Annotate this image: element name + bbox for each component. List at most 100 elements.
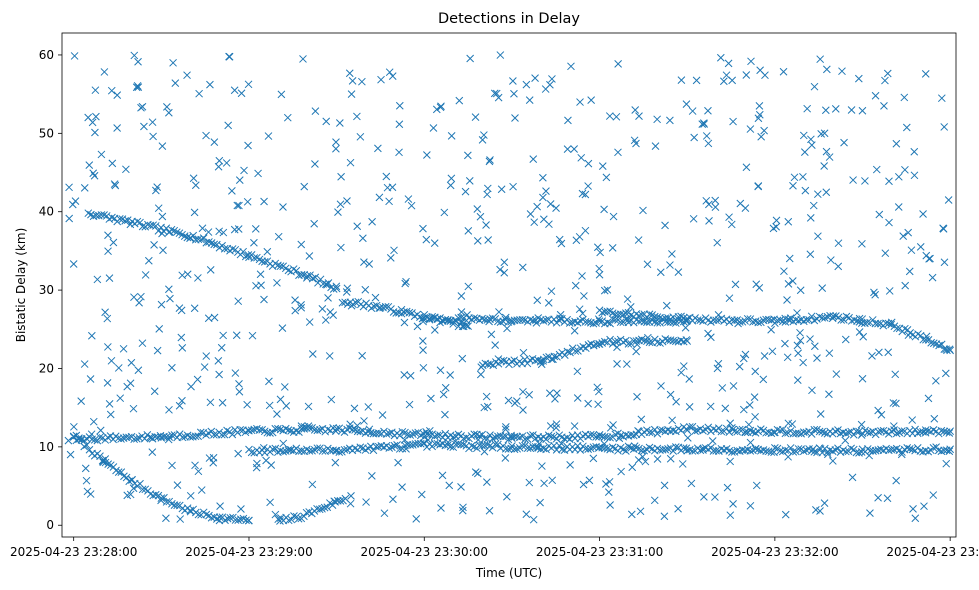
data-point bbox=[553, 389, 561, 397]
plot-frame bbox=[61, 32, 957, 538]
data-point bbox=[742, 163, 751, 172]
data-point bbox=[790, 173, 799, 182]
data-point bbox=[136, 218, 144, 227]
data-point bbox=[252, 281, 260, 290]
data-point bbox=[394, 458, 402, 467]
data-point bbox=[584, 182, 592, 190]
data-point bbox=[872, 165, 881, 174]
data-point bbox=[623, 295, 632, 303]
data-point bbox=[385, 444, 394, 452]
data-point bbox=[788, 277, 797, 285]
data-point bbox=[901, 324, 909, 333]
data-point bbox=[940, 258, 949, 267]
data-point bbox=[858, 374, 867, 383]
data-point bbox=[386, 253, 395, 262]
data-point bbox=[64, 436, 73, 445]
data-point bbox=[100, 211, 108, 219]
data-point bbox=[231, 369, 240, 377]
data-point bbox=[501, 313, 510, 322]
data-point bbox=[116, 394, 125, 403]
data-point bbox=[603, 318, 612, 327]
data-point bbox=[305, 318, 314, 326]
data-point bbox=[500, 268, 509, 277]
data-point bbox=[781, 446, 790, 454]
data-point bbox=[539, 317, 548, 325]
data-point bbox=[510, 89, 518, 98]
data-point bbox=[636, 507, 645, 516]
data-point bbox=[308, 350, 317, 358]
x-tick-label: 2025-04-23 23:28:00 bbox=[10, 545, 137, 559]
data-point bbox=[746, 501, 755, 510]
data-point bbox=[842, 447, 850, 456]
data-point bbox=[812, 506, 820, 514]
data-point bbox=[206, 398, 215, 407]
data-point bbox=[348, 77, 357, 85]
data-point bbox=[395, 445, 404, 453]
data-point bbox=[104, 231, 112, 240]
data-point bbox=[509, 182, 517, 191]
data-point bbox=[885, 218, 893, 227]
data-point bbox=[273, 410, 281, 418]
data-point bbox=[463, 311, 471, 319]
data-point bbox=[244, 80, 253, 89]
data-point bbox=[942, 345, 950, 354]
data-point bbox=[837, 316, 846, 324]
data-point bbox=[304, 422, 313, 430]
data-point bbox=[251, 225, 260, 233]
data-point bbox=[513, 444, 522, 453]
data-point bbox=[411, 429, 420, 437]
data-point bbox=[545, 389, 554, 398]
data-point bbox=[566, 348, 574, 357]
data-point bbox=[340, 445, 349, 454]
data-point bbox=[172, 228, 181, 237]
data-point bbox=[614, 148, 622, 157]
data-point bbox=[482, 221, 490, 229]
data-point bbox=[297, 300, 305, 309]
data-point bbox=[641, 457, 650, 466]
data-point bbox=[409, 441, 417, 449]
data-point bbox=[82, 476, 91, 485]
data-point bbox=[518, 263, 527, 272]
data-point bbox=[521, 435, 529, 444]
data-point bbox=[942, 459, 951, 468]
data-point bbox=[365, 260, 374, 268]
data-point bbox=[854, 74, 863, 83]
data-point bbox=[584, 318, 593, 326]
data-point bbox=[573, 394, 582, 402]
data-point bbox=[822, 147, 831, 156]
y-axis-title: Bistatic Delay (km) bbox=[14, 228, 28, 343]
data-point bbox=[857, 319, 866, 328]
data-point bbox=[210, 240, 219, 249]
data-point bbox=[236, 426, 245, 434]
data-point bbox=[594, 400, 602, 409]
data-point bbox=[781, 314, 790, 323]
data-point bbox=[679, 444, 688, 452]
data-point bbox=[446, 371, 455, 379]
data-point bbox=[510, 356, 519, 365]
data-point bbox=[280, 383, 289, 391]
data-point bbox=[548, 75, 556, 83]
data-point bbox=[751, 367, 760, 376]
data-point bbox=[259, 443, 268, 452]
data-point bbox=[504, 396, 513, 405]
data-point bbox=[165, 108, 173, 117]
data-point bbox=[635, 311, 643, 320]
data-point bbox=[89, 417, 98, 426]
data-point bbox=[893, 324, 901, 333]
data-point bbox=[678, 460, 687, 468]
data-point bbox=[484, 236, 493, 244]
data-point bbox=[395, 148, 403, 157]
data-point bbox=[705, 200, 713, 209]
data-point bbox=[809, 201, 818, 210]
data-point bbox=[756, 425, 765, 433]
data-point bbox=[892, 139, 901, 148]
data-point bbox=[702, 196, 711, 205]
data-point bbox=[437, 504, 445, 512]
data-point bbox=[546, 200, 555, 208]
data-point bbox=[794, 445, 803, 453]
data-point bbox=[548, 476, 557, 485]
data-point bbox=[483, 184, 492, 193]
data-point bbox=[276, 395, 285, 404]
data-point bbox=[810, 342, 819, 351]
data-point bbox=[552, 204, 560, 212]
